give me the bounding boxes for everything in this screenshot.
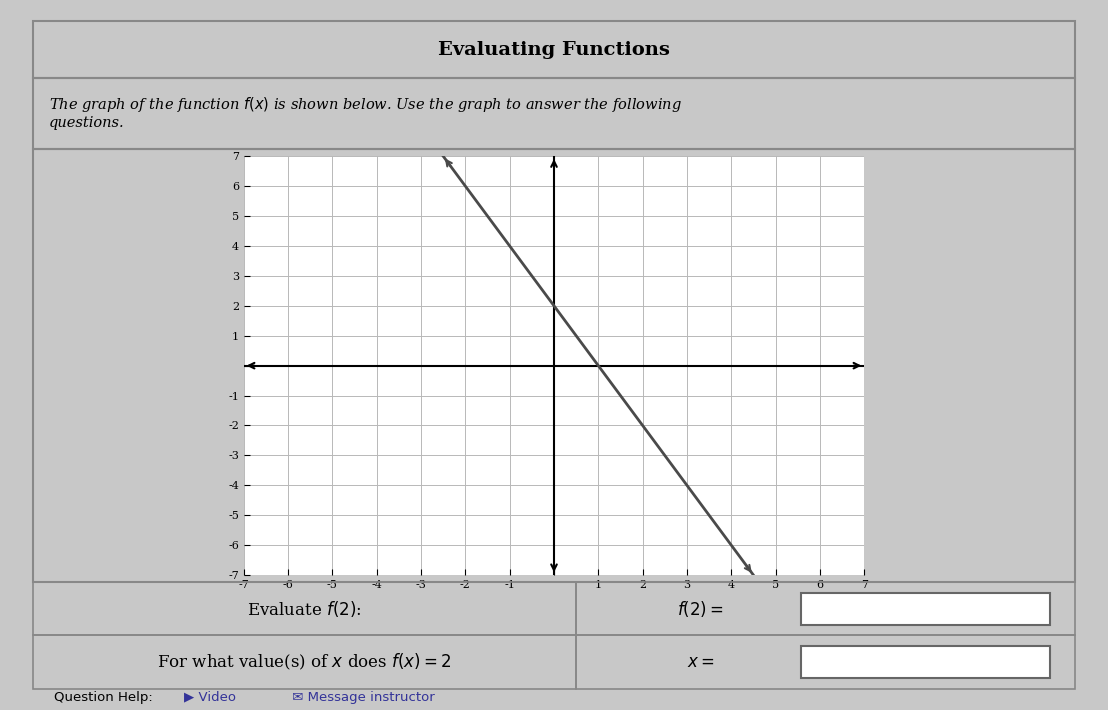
Bar bbox=[800, 646, 1050, 678]
Bar bbox=[800, 593, 1050, 625]
Text: The graph of the function $f(x)$ is shown below. Use the graph to answer the fol: The graph of the function $f(x)$ is show… bbox=[49, 94, 681, 130]
Text: Question Help:: Question Help: bbox=[54, 691, 157, 704]
Text: Evaluating Functions: Evaluating Functions bbox=[438, 40, 670, 59]
Text: For what value(s) of $x$ does $f(x) = 2$: For what value(s) of $x$ does $f(x) = 2$ bbox=[157, 652, 452, 672]
Text: ✉ Message instructor: ✉ Message instructor bbox=[288, 691, 435, 704]
Text: $x =$: $x =$ bbox=[687, 654, 715, 670]
Text: $f(2) =$: $f(2) =$ bbox=[677, 599, 725, 619]
Text: Evaluate $f(2)$:: Evaluate $f(2)$: bbox=[247, 599, 362, 619]
Text: ▶ Video: ▶ Video bbox=[184, 691, 236, 704]
